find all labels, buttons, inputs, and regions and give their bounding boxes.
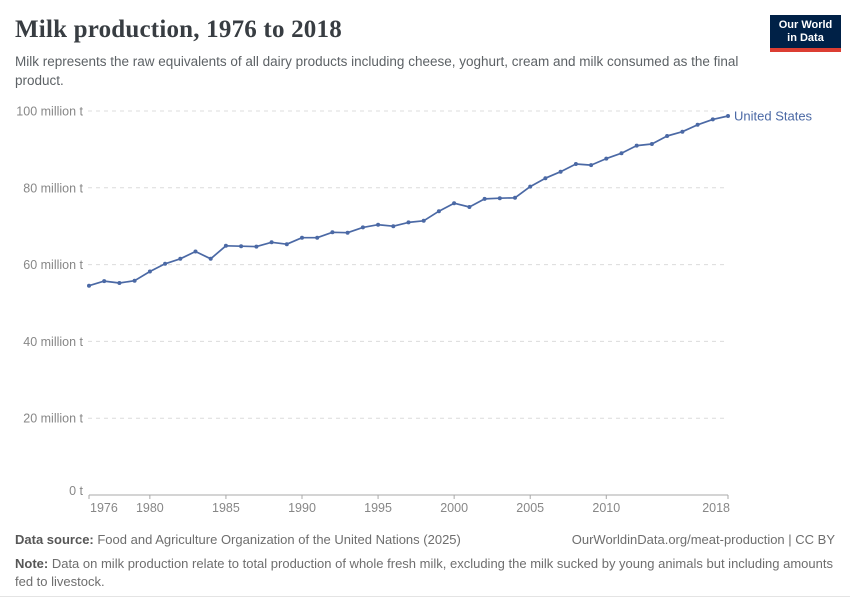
chart-subtitle: Milk represents the raw equivalents of a… [15,54,739,88]
note-label: Note: [15,555,49,571]
data-point[interactable] [239,244,244,249]
x-tick-label[interactable]: 1980 [136,501,164,515]
owid-logo: Our World in Data [770,15,841,52]
chart-header: Milk production, 1976 to 2018 Milk repre… [0,0,850,90]
data-point[interactable] [634,143,639,148]
data-point[interactable] [193,249,198,254]
data-point[interactable] [223,243,228,248]
data-source-label: Data source: [15,532,94,547]
data-point[interactable] [315,235,320,240]
chart-footer: Data source: Food and Agriculture Organi… [15,531,835,592]
data-source: Data source: Food and Agriculture Organi… [15,531,461,550]
x-tick-label[interactable]: 2018 [702,501,730,515]
data-point[interactable] [406,220,411,225]
y-tick-label: 80 million t [23,181,83,195]
data-point[interactable] [391,224,396,229]
data-point[interactable] [513,195,517,200]
logo-text-line2: in Data [787,31,824,44]
source-row: Data source: Food and Agriculture Organi… [15,531,835,550]
data-point[interactable] [482,196,487,201]
series-end-label[interactable]: United States [734,108,813,123]
data-point[interactable] [604,156,609,161]
bottom-divider [0,596,850,597]
logo-text-line1: Our World [778,18,833,31]
y-tick-label: 60 million t [23,258,83,272]
x-tick-label[interactable]: 2000 [440,501,468,515]
data-point[interactable] [558,169,563,174]
data-point[interactable] [573,162,578,166]
data-source-text: Food and Agriculture Organization of the… [93,532,461,547]
x-tick-label[interactable]: 2010 [592,501,620,515]
data-point[interactable] [436,209,441,214]
data-point[interactable] [360,225,365,230]
data-point[interactable] [528,184,533,189]
note-text: Data on milk production relate to total … [15,555,833,590]
data-point[interactable] [680,129,685,134]
y-tick-label: 20 million t [23,412,83,426]
data-point[interactable] [695,122,700,127]
data-point[interactable] [269,240,274,245]
data-point[interactable] [619,151,624,156]
y-tick-label: 100 million t [16,105,83,119]
data-point[interactable] [102,279,107,284]
data-point[interactable] [543,176,548,181]
data-point[interactable] [376,222,381,227]
data-point[interactable] [467,205,472,209]
chart-note: Note: Data on milk production relate to … [15,555,835,592]
data-point[interactable] [665,134,670,138]
series-line[interactable] [88,115,729,287]
chart-canvas[interactable]: 0 t 20 million t 40 million t 60 million t 8… [0,95,850,525]
data-point[interactable] [147,269,152,274]
data-point[interactable] [284,242,289,247]
x-tick-label[interactable]: 1985 [212,501,240,515]
data-point[interactable] [330,230,335,235]
data-point[interactable] [117,281,122,285]
data-point[interactable] [649,142,654,146]
line-chart: 0 t 20 million t 40 million t 60 million t 8… [0,95,850,525]
x-tick-label[interactable]: 2005 [516,501,544,515]
data-point[interactable] [87,283,91,288]
data-point[interactable] [254,244,259,249]
y-tick-label: 40 million t [23,335,83,349]
data-point[interactable] [710,117,715,122]
data-point[interactable] [178,256,183,261]
data-point[interactable] [132,278,137,283]
owid-license-link[interactable]: OurWorldinData.org/meat-production | CC … [571,532,835,547]
page-title: Milk production, 1976 to 2018 [15,16,342,43]
y-tick-label: 0 t [69,484,83,498]
x-tick-label[interactable]: 1995 [364,501,392,515]
data-point[interactable] [421,218,426,223]
x-tick-label[interactable]: 1990 [288,501,316,515]
data-point[interactable] [726,114,730,118]
x-tick-label[interactable]: 1976 [90,501,118,515]
data-point[interactable] [163,261,168,266]
data-point[interactable] [589,163,594,168]
data-point[interactable] [300,235,304,240]
data-point[interactable] [497,196,502,201]
data-point[interactable] [345,230,350,235]
data-point[interactable] [208,256,213,261]
data-point[interactable] [452,201,457,206]
